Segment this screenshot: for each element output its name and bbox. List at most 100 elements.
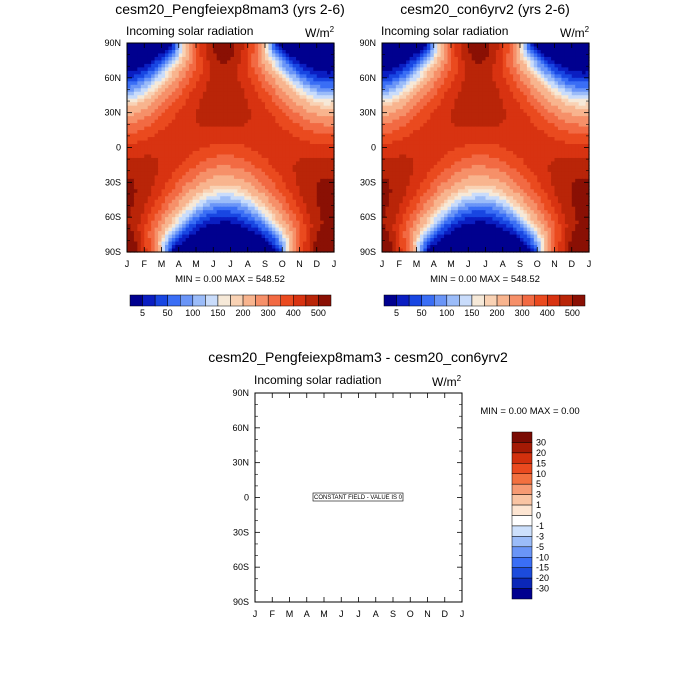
field-cell (216, 157, 221, 163)
field-cell (327, 224, 332, 229)
field-cell (144, 227, 149, 232)
field-cell (161, 116, 166, 121)
field-cell (488, 98, 493, 103)
field-cell (385, 53, 390, 58)
field-cell (278, 98, 283, 103)
field-cell (316, 102, 321, 107)
field-cell (330, 46, 335, 51)
field-cell (158, 147, 163, 152)
field-cell (227, 74, 232, 79)
field-cell (140, 241, 145, 246)
field-cell (233, 213, 238, 218)
field-cell (254, 60, 259, 65)
field-cell (399, 105, 404, 110)
field-cell (413, 84, 418, 89)
field-cell (320, 150, 325, 156)
field-cell (247, 91, 252, 96)
field-cell (313, 105, 318, 110)
field-cell (320, 63, 325, 68)
field-cell (282, 168, 287, 173)
field-cell (530, 53, 535, 58)
field-cell (233, 105, 238, 110)
field-cell (323, 217, 328, 222)
field-cell (140, 178, 145, 183)
field-cell (265, 105, 270, 110)
field-cell (330, 130, 335, 135)
field-cell (444, 53, 449, 58)
field-cell (233, 248, 238, 253)
field-cell (278, 147, 283, 152)
field-cell (247, 116, 252, 121)
field-cell (258, 74, 263, 79)
field-cell (154, 102, 159, 107)
field-cell (268, 60, 273, 65)
field-cell (544, 98, 549, 103)
field-cell (158, 164, 163, 169)
field-cell (237, 238, 242, 243)
field-cell (213, 224, 218, 229)
field-cell (271, 210, 276, 215)
field-cell (388, 88, 393, 93)
field-cell (220, 210, 225, 215)
field-cell (251, 133, 256, 138)
field-cell (268, 196, 273, 201)
field-cell (561, 95, 566, 100)
field-cell (285, 56, 290, 62)
field-cell (320, 95, 325, 100)
field-cell (585, 84, 590, 89)
field-cell (254, 46, 259, 51)
field-cell (158, 56, 163, 62)
field-cell (151, 63, 156, 68)
field-cell (158, 63, 163, 68)
field-cell (451, 53, 456, 58)
field-cell (388, 116, 393, 121)
field-cell (140, 130, 145, 135)
field-cell (271, 123, 276, 128)
field-cell (271, 74, 276, 79)
field-cell (285, 77, 290, 82)
field-cell (206, 234, 211, 239)
field-cell (216, 199, 221, 204)
field-cell (244, 175, 249, 180)
field-cell (258, 140, 263, 145)
field-cell (130, 147, 135, 152)
field-cell (526, 84, 531, 89)
field-cell (537, 98, 542, 103)
field-cell (233, 231, 238, 236)
field-cell (478, 91, 483, 96)
field-cell (409, 88, 414, 93)
field-cell (316, 192, 321, 197)
field-cell (133, 77, 138, 82)
field-cell (206, 161, 211, 166)
field-cell (275, 130, 280, 135)
field-cell (316, 168, 321, 173)
field-cell (206, 231, 211, 236)
field-cell (302, 196, 307, 201)
field-cell (564, 109, 569, 114)
field-cell (216, 220, 221, 225)
field-cell (292, 164, 297, 169)
field-cell (147, 144, 152, 149)
field-cell (482, 84, 487, 89)
field-cell (147, 231, 152, 236)
field-cell (258, 241, 263, 246)
field-cell (302, 161, 307, 166)
field-cell (220, 213, 225, 218)
field-cell (571, 67, 576, 72)
field-cell (330, 210, 335, 215)
field-cell (206, 60, 211, 65)
field-cell (223, 175, 228, 180)
field-cell (461, 77, 466, 82)
field-cell (282, 248, 287, 253)
field-cell (237, 70, 242, 75)
field-cell (137, 178, 142, 183)
field-cell (289, 67, 294, 72)
field-cell (189, 178, 194, 183)
field-cell (299, 189, 304, 194)
field-cell (258, 178, 263, 183)
field-cell (327, 150, 332, 156)
field-cell (313, 137, 318, 142)
field-cell (271, 203, 276, 208)
field-cell (299, 199, 304, 204)
field-cell (237, 95, 242, 100)
